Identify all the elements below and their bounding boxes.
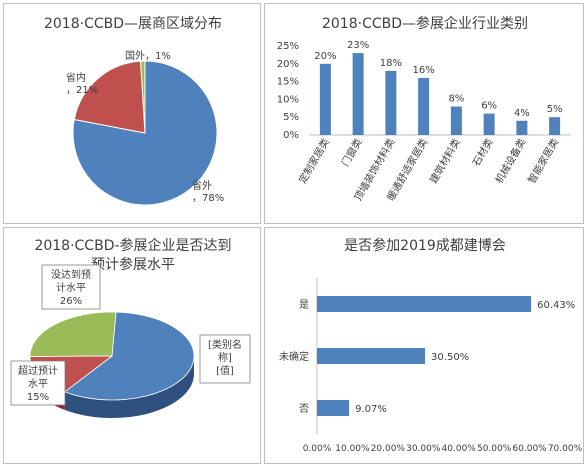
x-tick-label: 定制家居类 (296, 136, 332, 186)
bar (352, 53, 364, 136)
target-pie-panel: 2018·CCBD-参展企业是否达到 预计参展水平 没达到预 计水平 26% 超过预计… (3, 227, 261, 464)
y-tick-label: 10% (277, 94, 299, 105)
bar-data-label: 9.07% (355, 404, 387, 415)
bar-data-label: 16% (413, 65, 435, 76)
y-tick-label: 未确定 (279, 350, 309, 363)
bar-data-label: 18% (380, 58, 402, 69)
bar-data-label: 4% (514, 108, 530, 119)
slice-inside-province (73, 60, 146, 134)
x-tick-label: 0.00% (303, 444, 332, 454)
slice-data-label: ，78% (192, 193, 224, 204)
bar (385, 70, 397, 135)
x-tick-label: 门窗类 (338, 136, 364, 168)
label-not-reached: 26% (60, 296, 82, 307)
x-tick-label: 70.00% (548, 444, 583, 454)
label-exceeded: 15% (27, 392, 49, 403)
x-tick-label: 50.00% (477, 444, 512, 454)
region-pie-chart: 2018·CCBD—展商区域分布 国外，1% 省内，21% 省外，78% (44, 16, 224, 206)
bar-data-label: 60.43% (537, 300, 575, 311)
label-not-reached: 没达到预 (51, 269, 91, 281)
label-category-box (199, 334, 251, 384)
bar (516, 120, 528, 135)
slice-data-label: 国外，1% (125, 50, 171, 62)
chart-title: 2018·CCBD—参展企业行业类别 (322, 15, 528, 32)
leader-line (183, 173, 191, 181)
slice-data-label: ，21% (66, 85, 98, 96)
x-tick-label: 20.00% (371, 444, 406, 454)
bar-data-label: 20% (314, 51, 336, 62)
bar (418, 78, 430, 135)
y-tick-label: 0% (283, 130, 299, 141)
leader-line (133, 61, 137, 67)
expo-hbar-chart: 是否参加2019成都建博会 60.43% 是 30.50% 未确定 9.07% 否 0.00… (279, 237, 583, 454)
chart-title-line-2: 预计参展水平 (91, 256, 175, 273)
industry-bar-panel: 2018·CCBD—参展企业行业类别 0% 5% 10% 15% 20% 25% 20% 定制… (264, 3, 584, 224)
slice-side (64, 356, 194, 418)
label-not-reached-box (41, 264, 101, 310)
industry-bar-chart: 2018·CCBD—参展企业行业类别 0% 5% 10% 15% 20% 25% 20% 定制… (277, 15, 571, 203)
bar-data-label: 30.50% (431, 352, 469, 363)
bar-data-label: 5% (547, 104, 563, 115)
bar (483, 113, 495, 135)
label-category: [值] (216, 364, 234, 377)
slice-data-label: 省内 (66, 71, 86, 84)
y-tick-label: 15% (277, 77, 299, 88)
label-category: 称] (218, 351, 232, 364)
x-tick-label: 石材类 (469, 136, 495, 168)
y-tick-label: 5% (283, 112, 299, 123)
bar (317, 400, 350, 416)
label-exceeded: 水平 (28, 378, 48, 390)
x-tick-label: 建筑材料类 (427, 136, 463, 186)
y-tick-label: 是 (299, 299, 309, 311)
label-exceeded: 超过预计 (18, 364, 58, 377)
x-tick-label: 60.00% (512, 444, 547, 454)
label-not-reached: 计水平 (56, 281, 86, 294)
bar (319, 63, 331, 135)
bar-data-label: 8% (448, 94, 464, 105)
bar (317, 348, 426, 364)
label-category: [类别名 (208, 338, 242, 351)
label-exceeded-box (10, 360, 66, 406)
y-tick-label: 25% (277, 41, 299, 52)
y-tick-label: 否 (299, 403, 309, 415)
slice-category (63, 311, 195, 401)
x-tick-label: 30.00% (406, 444, 441, 454)
slice-data-label: 省外 (192, 179, 212, 192)
x-tick-label: 40.00% (442, 444, 477, 454)
expo-bar-panel: 是否参加2019成都建博会 60.43% 是 30.50% 未确定 9.07% 否 0.00… (264, 227, 584, 464)
x-tick-label: 10.00% (335, 444, 370, 454)
chart-title: 是否参加2019成都建博会 (344, 237, 506, 254)
bar-data-label: 6% (481, 101, 497, 112)
bar (549, 117, 561, 135)
bar-data-label: 23% (347, 40, 369, 51)
x-tick-label: 机械设备类 (492, 136, 528, 186)
chart-title-line-1: 2018·CCBD-参展企业是否达到 (34, 237, 231, 254)
x-tick-label: 智能家居类 (525, 136, 561, 186)
y-tick-label: 20% (277, 59, 299, 70)
chart-title: 2018·CCBD—展商区域分布 (44, 16, 222, 32)
bar (450, 106, 462, 135)
region-pie-panel: 2018·CCBD—展商区域分布 国外，1% 省内 ，21% 省外 ，78% (3, 3, 261, 224)
slice-not-reached (29, 311, 117, 357)
bar (317, 296, 532, 312)
